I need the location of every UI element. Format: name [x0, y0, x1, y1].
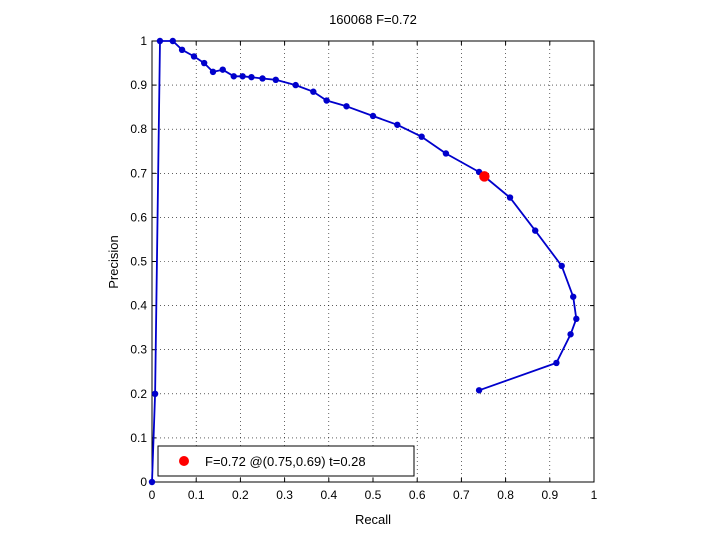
grid: [152, 41, 594, 482]
legend-box: [157, 445, 415, 477]
y-tick-label: 0.1: [130, 431, 147, 445]
y-tick-label: 0: [140, 475, 147, 489]
data-point: [532, 227, 539, 234]
data-point: [442, 150, 450, 157]
best-f-point: [479, 171, 490, 182]
x-tick-label: 0: [149, 488, 156, 502]
data-point: [573, 315, 580, 323]
data-point: [156, 37, 164, 45]
data-point: [567, 331, 574, 338]
chart-title: 160068 F=0.72: [329, 12, 417, 27]
data-point: [148, 478, 156, 486]
data-point: [323, 97, 330, 104]
y-tick-label: 0.5: [130, 255, 147, 269]
y-axis-label: Precision: [106, 235, 121, 288]
data-point: [239, 73, 246, 80]
data-point: [343, 103, 350, 110]
data-point: [570, 293, 577, 300]
plot-frame: [151, 40, 595, 483]
marker-layer: [479, 171, 490, 182]
legend-label: F=0.72 @(0.75,0.69) t=0.28: [205, 454, 366, 469]
data-point: [394, 121, 401, 128]
x-tick-label: 0.2: [232, 488, 249, 502]
x-tick-labels: 0 0.1 0.2 0.3 0.4 0.5 0.6 0.7 0.8 0.9 1: [149, 488, 598, 502]
data-point: [310, 88, 317, 95]
x-tick-label: 0.8: [497, 488, 514, 502]
x-axis-label: Recall: [355, 512, 391, 527]
data-point: [169, 37, 176, 45]
y-tick-labels: 0 0.1 0.2 0.3 0.4 0.5 0.6 0.7 0.8 0.9 1: [130, 34, 147, 489]
y-tick-label: 0.6: [130, 210, 147, 224]
y-tick-label: 0.9: [130, 78, 147, 92]
data-point: [151, 390, 159, 397]
data-point: [553, 359, 560, 367]
data-point: [418, 133, 425, 140]
x-tick-label: 0.6: [409, 488, 426, 502]
x-tick-label: 0.4: [320, 488, 337, 502]
series-layer: [148, 37, 580, 486]
data-point: [475, 387, 483, 394]
y-tick-label: 1: [140, 34, 147, 48]
data-point: [248, 73, 255, 81]
data-point: [200, 59, 208, 67]
y-tick-label: 0.8: [130, 122, 147, 136]
data-point: [272, 76, 279, 84]
y-tick-label: 0.4: [130, 299, 147, 313]
y-tick-label: 0.7: [130, 166, 147, 180]
data-point: [259, 75, 266, 82]
y-tick-label: 0.2: [130, 387, 147, 401]
data-point: [219, 66, 226, 73]
x-tick-label: 0.9: [541, 488, 558, 502]
data-point: [230, 73, 237, 80]
y-tick-label: 0.3: [130, 343, 147, 357]
x-tick-label: 0.5: [365, 488, 382, 502]
data-point: [190, 53, 198, 60]
legend: F=0.72 @(0.75,0.69) t=0.28: [157, 445, 415, 477]
x-tick-label: 0.7: [453, 488, 470, 502]
x-tick-label: 0.3: [276, 488, 293, 502]
data-point: [178, 46, 186, 54]
data-point: [558, 262, 565, 270]
data-point: [369, 112, 377, 120]
data-point: [209, 68, 217, 76]
x-tick-label: 0.1: [188, 488, 205, 502]
legend-swatch: [179, 456, 189, 466]
data-point: [292, 81, 299, 89]
data-point: [506, 194, 514, 201]
x-tick-label: 1: [591, 488, 598, 502]
